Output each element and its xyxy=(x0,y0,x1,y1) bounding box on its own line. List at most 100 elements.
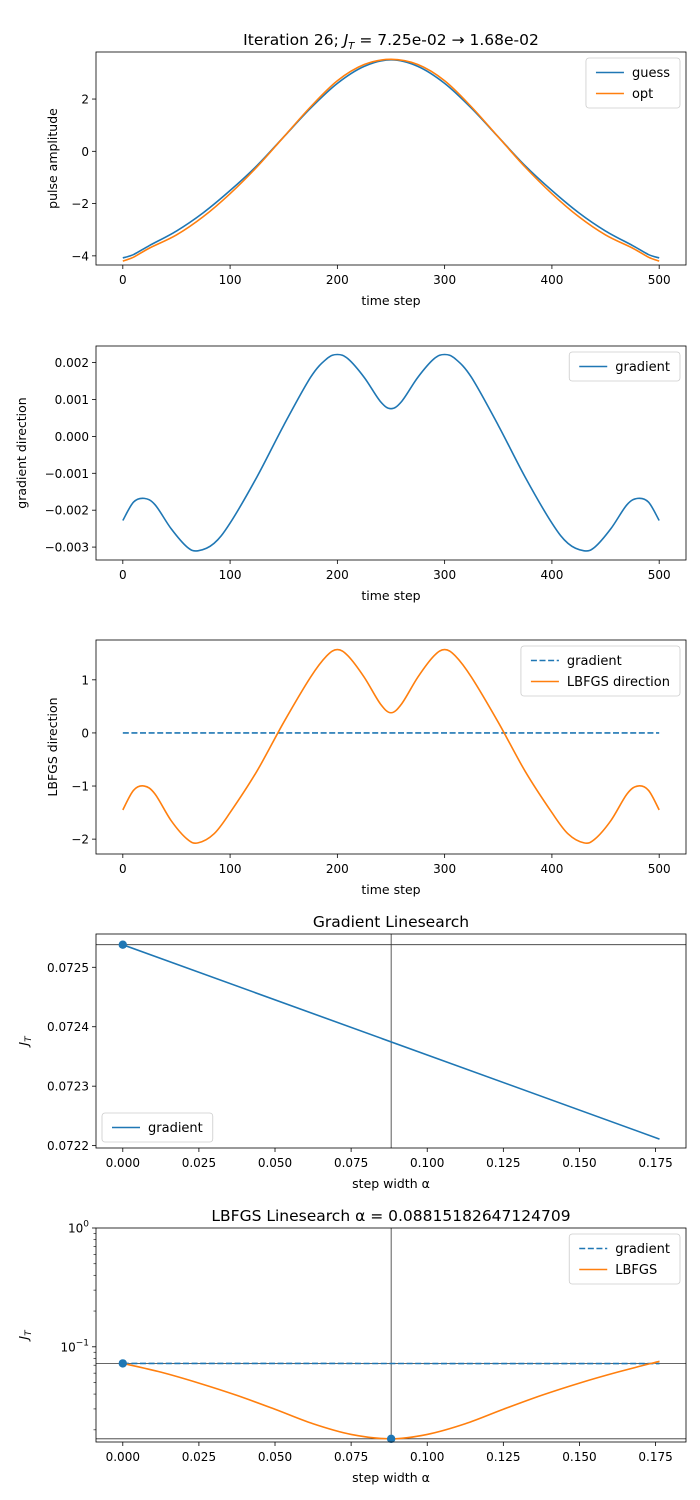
chart-title-subscript: T xyxy=(348,41,355,52)
x-tick-label: 500 xyxy=(648,568,671,582)
y-axis-label: pulse amplitude xyxy=(45,108,60,209)
axes-frame xyxy=(95,345,687,561)
chart-title: Iteration 26; JT = 7.25e-02 → 1.68e-02 xyxy=(243,31,539,52)
chart-title-symbol: J xyxy=(341,31,349,49)
legend-label: guess xyxy=(632,66,670,81)
data-point-marker xyxy=(118,1359,127,1368)
y-tick-label: 0.0724 xyxy=(47,1020,89,1034)
chart-title: LBFGS Linesearch α = 0.08815182647124709 xyxy=(211,1207,570,1225)
series-line-1 xyxy=(122,59,660,259)
x-axis-label: step width α xyxy=(352,1470,430,1485)
y-tick-label: 100 xyxy=(68,1220,89,1236)
chart-title: Gradient Linesearch xyxy=(313,913,469,931)
x-tick-label: 400 xyxy=(540,862,563,876)
chart-title-main: Iteration 26; xyxy=(243,31,344,49)
plot-area xyxy=(122,943,660,1140)
legend-frame xyxy=(568,351,681,382)
y-axis-label: LBFGS direction xyxy=(45,697,60,796)
y-tick-base: 10 xyxy=(68,1222,83,1236)
x-tick-label: 0.000 xyxy=(106,1450,140,1464)
x-tick-label: 100 xyxy=(219,568,242,582)
x-tick-label: 100 xyxy=(219,862,242,876)
x-tick-label: 0.100 xyxy=(410,1450,444,1464)
plot-area xyxy=(122,353,660,552)
y-axis-label: JT xyxy=(16,1035,34,1049)
legend: gradient xyxy=(568,351,681,382)
y-tick-base: 10 xyxy=(60,1340,75,1354)
x-tick-label: 200 xyxy=(326,568,349,582)
legend-label: opt xyxy=(632,87,653,102)
data-point-marker xyxy=(386,1434,396,1444)
legend-frame xyxy=(568,1233,681,1285)
x-tick-label: 0.175 xyxy=(638,1450,672,1464)
legend-frame xyxy=(585,57,681,109)
x-tick-label: 0.050 xyxy=(258,1156,292,1170)
x-tick-label: 0.150 xyxy=(562,1156,596,1170)
chart-1: 0 100 200 300 400 500 −4 −2 0 2 time step pulse amp… xyxy=(45,31,687,308)
y-tick-label: −0.002 xyxy=(45,504,89,518)
y-tick-label: 1 xyxy=(81,673,89,687)
x-tick-label: 100 xyxy=(219,273,242,287)
x-tick-label: 0 xyxy=(119,568,127,582)
legend-label: gradient xyxy=(615,360,670,375)
y-axis-label-subscript: T xyxy=(24,1329,34,1336)
legend-label: gradient xyxy=(567,654,622,669)
axes-frame xyxy=(95,51,687,266)
y-tick-label: 10−1 xyxy=(60,1338,89,1354)
axes-frame xyxy=(95,1227,687,1443)
x-tick-label: 0.050 xyxy=(258,1450,292,1464)
axes-frame xyxy=(95,933,687,1149)
y-axis-label: gradient direction xyxy=(14,397,29,508)
x-tick-label: 200 xyxy=(326,273,349,287)
x-axis-label: time step xyxy=(361,293,420,308)
series-line-1 xyxy=(122,353,660,552)
y-tick-label: −2 xyxy=(71,197,89,211)
y-axis-label: JT xyxy=(16,1329,34,1343)
legend: guess opt xyxy=(585,57,681,109)
x-tick-label: 500 xyxy=(648,273,671,287)
x-tick-label: 0.175 xyxy=(638,1156,672,1170)
x-tick-label: 400 xyxy=(540,273,563,287)
y-tick-label: 0.002 xyxy=(55,356,89,370)
x-tick-label: 0.075 xyxy=(334,1450,368,1464)
x-tick-label: 500 xyxy=(648,862,671,876)
y-tick-label: −2 xyxy=(71,833,89,847)
series-line-2 xyxy=(122,648,660,844)
x-tick-label: 0 xyxy=(119,273,127,287)
legend: gradient LBFGS direction xyxy=(520,645,681,697)
y-tick-exponent: −1 xyxy=(76,1338,89,1348)
x-tick-label: 200 xyxy=(326,862,349,876)
legend-frame xyxy=(101,1112,214,1143)
x-tick-label: 300 xyxy=(433,862,456,876)
chart-title-rest: = 7.25e-02 → 1.68e-02 xyxy=(354,31,538,49)
chart-5: 0.000 0.025 0.050 0.075 0.100 0.125 0.150 0.175… xyxy=(16,1207,687,1485)
plot-area xyxy=(122,648,660,844)
y-tick-label: 0.0725 xyxy=(47,961,89,975)
chart-4: 0.000 0.025 0.050 0.075 0.100 0.125 0.150 0.175… xyxy=(16,913,687,1191)
y-tick-label: −0.003 xyxy=(45,541,89,555)
x-axis-label: time step xyxy=(361,882,420,897)
x-tick-label: 0.150 xyxy=(562,1450,596,1464)
legend-label: LBFGS direction xyxy=(567,675,670,690)
plot-area xyxy=(122,58,660,262)
y-tick-label: 0.0722 xyxy=(47,1139,89,1153)
y-axis-label-subscript: T xyxy=(24,1035,34,1042)
x-tick-label: 0.125 xyxy=(486,1156,520,1170)
axes-frame xyxy=(95,639,687,855)
x-tick-label: 0.075 xyxy=(334,1156,368,1170)
y-tick-label: 0.0723 xyxy=(47,1080,89,1094)
y-tick-label: 0 xyxy=(81,726,89,740)
y-axis-label-symbol: J xyxy=(16,1336,31,1343)
x-tick-label: 0.100 xyxy=(410,1156,444,1170)
x-axis-label: time step xyxy=(361,588,420,603)
y-tick-label: −1 xyxy=(71,780,89,794)
x-axis-label: step width α xyxy=(352,1176,430,1191)
legend-frame xyxy=(520,645,681,697)
x-tick-label: 0.025 xyxy=(182,1450,216,1464)
y-tick-label: −4 xyxy=(71,249,89,263)
x-tick-label: 0.025 xyxy=(182,1156,216,1170)
y-tick-label: 0.000 xyxy=(55,430,89,444)
legend: gradient xyxy=(101,1112,214,1143)
x-tick-label: 300 xyxy=(433,273,456,287)
